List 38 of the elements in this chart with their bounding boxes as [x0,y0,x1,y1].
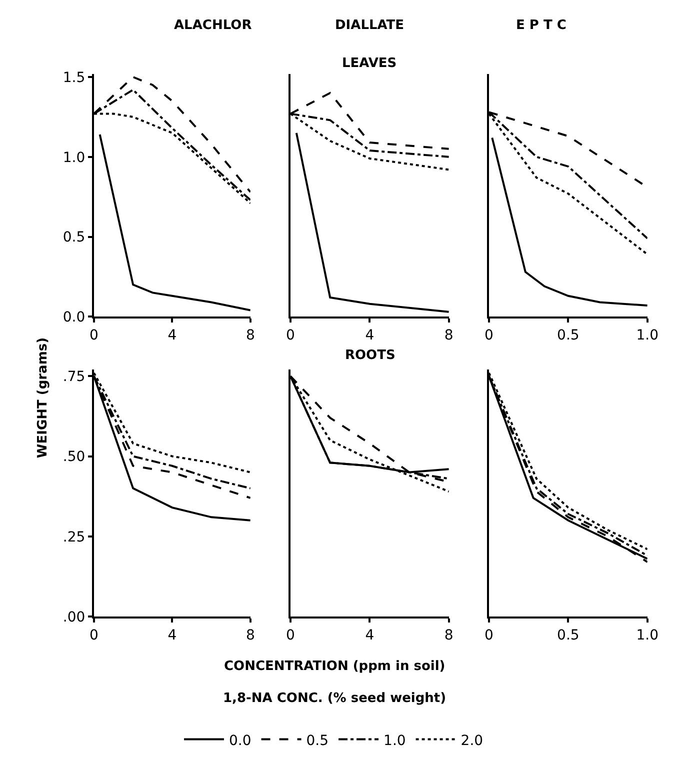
y-tick-label: 1.5 [62,70,86,86]
legend-label: 0.0 [229,732,252,749]
y-axis-title: WEIGHT (grams) [36,337,51,458]
y-tick-label: .50 [62,449,86,466]
x-tick-label: 0 [286,327,295,344]
x-tick-label: 8 [444,327,454,344]
chart-title: ROOTS [345,348,396,363]
chart-title: DIALLATE [335,18,404,33]
legend-label: 0.5 [306,732,329,749]
x-tick-label: 4 [168,627,177,644]
legend-title: 1,8-NA CONC. (% seed weight) [223,691,446,706]
x-tick-label: 0 [484,327,494,344]
x-tick-label: 1.0 [636,327,659,344]
x-tick-label: 4 [365,627,374,644]
y-tick-label: .75 [62,369,86,386]
y-tick-label: .25 [62,529,86,546]
y-tick-label: .00 [62,609,86,626]
x-tick-label: 0.5 [557,327,580,344]
x-tick-label: 4 [365,327,374,344]
x-tick-label: 4 [168,327,177,344]
x-axis-title: CONCENTRATION (ppm in soil) [224,659,446,674]
x-tick-label: 0 [89,627,98,644]
x-tick-label: 0 [484,627,494,644]
legend-label: 2.0 [460,732,484,749]
x-tick-label: 8 [246,327,255,344]
chart-title: ALACHLOR [174,18,252,33]
y-tick-label: 1.0 [62,150,86,166]
y-tick-label: 0.0 [62,310,86,326]
chart-title: E P T C [516,18,566,33]
x-tick-label: 1.0 [636,627,659,644]
x-tick-label: 0.5 [557,627,580,644]
x-tick-label: 0 [286,627,295,644]
chart-subtitle: LEAVES [342,56,397,71]
x-tick-label: 8 [246,627,255,644]
legend-label: 1.0 [384,732,406,749]
x-tick-label: 8 [444,627,454,644]
x-tick-label: 0 [89,327,98,344]
y-tick-label: 0.5 [62,230,86,246]
